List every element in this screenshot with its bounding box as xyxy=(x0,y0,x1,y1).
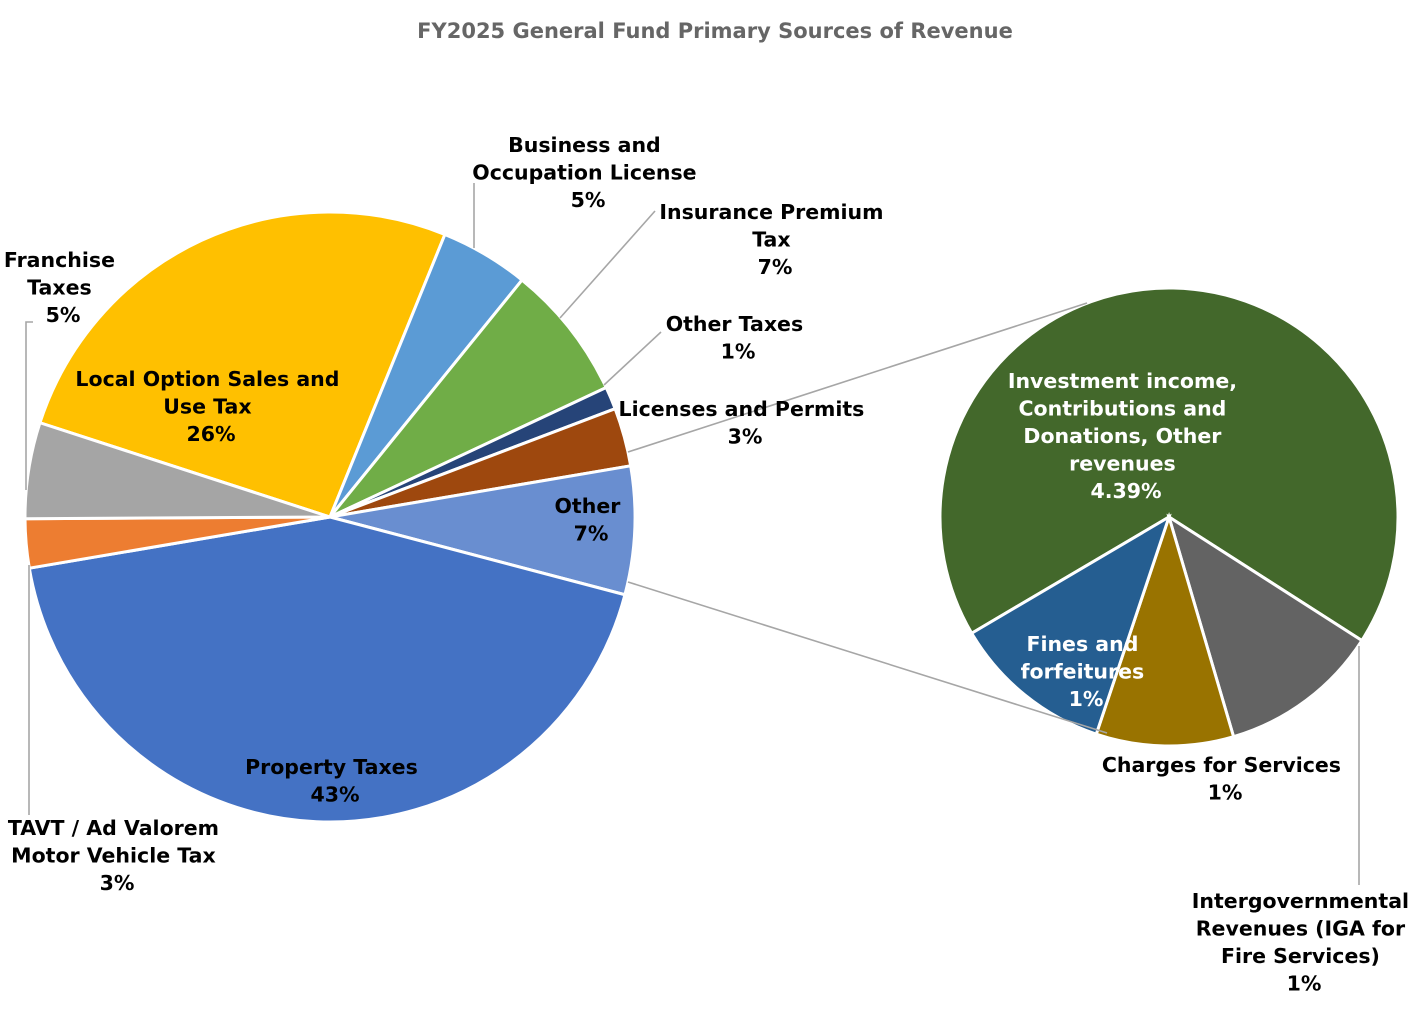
pie-connectors xyxy=(627,302,1108,734)
label-local-option-sales-and-use-tax: Local Option Sales and Use Tax 26% xyxy=(75,367,346,446)
secondary-pie xyxy=(938,286,1400,748)
label-charges-for-services: Charges for Services 1% xyxy=(1102,753,1348,805)
label-fines-and-forfeitures: Fines and forfeitures 1% xyxy=(1021,632,1152,711)
label-other-taxes: Other Taxes 1% xyxy=(666,312,811,364)
label-tavt-ad-valorem-motor-vehicle-tax: TAVT / Ad Valorem Motor Vehicle Tax 3% xyxy=(8,816,226,895)
leader-line-insurance xyxy=(559,210,656,319)
main-pie xyxy=(23,210,637,824)
slice-intergovernmental-revenues-iga-for-fire-services xyxy=(1166,513,1364,739)
label-insurance-premium-tax: Insurance Premium Tax 7% xyxy=(659,200,890,279)
leader-line-franchise xyxy=(25,321,33,490)
label-intergovernmental-revenues: Intergovernmental Revenues (IGA for Fire… xyxy=(1192,889,1416,996)
slice-insurance-premium-tax xyxy=(328,277,609,519)
label-business-and-occupation-license: Business and Occupation License 5% xyxy=(472,133,703,212)
slice-investment-income-contributions-and-donations-other-revenues xyxy=(938,286,1400,643)
label-franchise-taxes: Franchise Taxes 5% xyxy=(4,248,122,327)
slice-charges-for-services xyxy=(1094,511,1236,748)
label-property-taxes: Property Taxes 43% xyxy=(245,755,425,807)
label-licenses-and-permits: Licenses and Permits 3% xyxy=(619,397,872,449)
slice-local-option-sales-and-use-tax xyxy=(38,210,447,519)
label-other: Other 7% xyxy=(555,494,628,546)
slice-fines-and-forfeitures xyxy=(969,513,1172,737)
connector-line-bottom xyxy=(627,581,1108,734)
chart-title: FY2025 General Fund Primary Sources of R… xyxy=(417,19,1013,43)
label-investment-income-contributions-donations-other-revenues: Investment income, Contributions and Don… xyxy=(1008,369,1244,503)
slice-franchise-taxes xyxy=(23,420,331,521)
connector-line-top xyxy=(627,302,1088,453)
slice-other xyxy=(329,464,637,597)
slice-property-taxes xyxy=(27,515,627,824)
leader-line-other-taxes xyxy=(603,331,662,386)
leader-lines xyxy=(25,183,1360,885)
